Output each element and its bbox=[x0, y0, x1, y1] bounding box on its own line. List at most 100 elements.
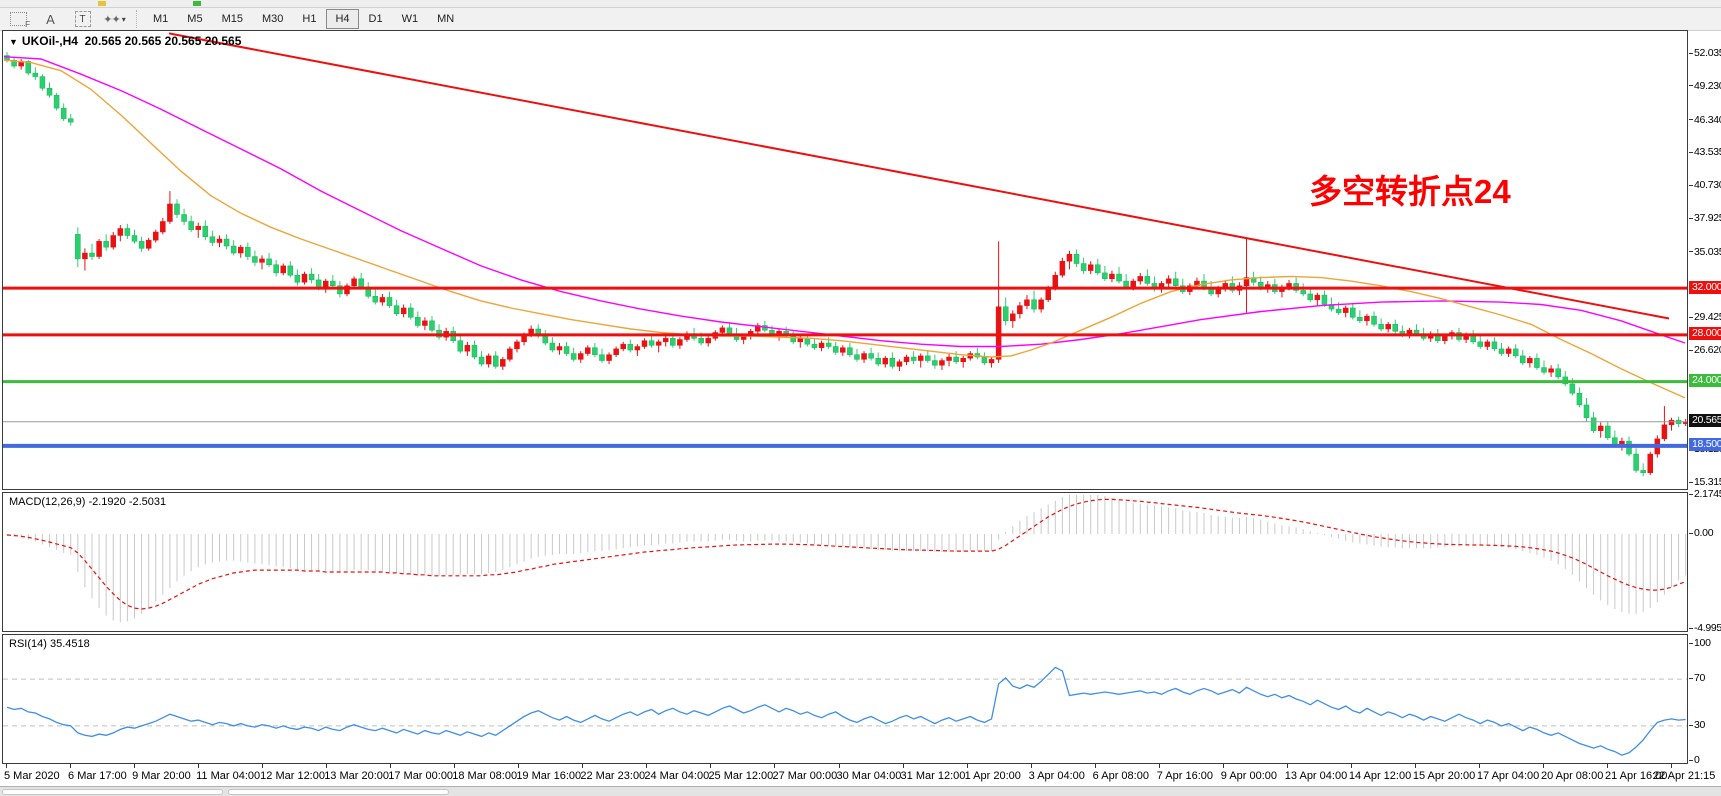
time-label: 3 Apr 04:00 bbox=[1028, 770, 1085, 782]
chevron-down-icon: ▾ bbox=[121, 14, 126, 24]
time-label: 9 Mar 20:00 bbox=[132, 770, 191, 782]
time-tick bbox=[262, 764, 264, 768]
rsi-panel[interactable]: RSI(14) 35.4518 bbox=[2, 634, 1688, 764]
chart-dropdown-icon[interactable]: ▼ bbox=[9, 37, 18, 47]
timeframe-button-H4[interactable]: H4 bbox=[326, 9, 359, 29]
toolbar: F A T ✦✦ ▾ M1 M5 M15 M30 H1 H4 D1 W1 MN bbox=[0, 8, 1721, 31]
time-tick bbox=[838, 764, 840, 768]
price-tick: 37.925 bbox=[1689, 212, 1721, 224]
price-axis[interactable]: 52.035 49.230 46.340 43.535 40.730 37.925 35.0… bbox=[1689, 30, 1721, 786]
time-label: 18 Mar 08:00 bbox=[452, 770, 518, 782]
rsi-tick: 30 bbox=[1689, 719, 1705, 731]
time-label: 25 Mar 12:00 bbox=[708, 770, 774, 782]
time-label: 13 Mar 20:00 bbox=[324, 770, 390, 782]
toolbar-fragment-icon bbox=[193, 1, 201, 6]
time-tick bbox=[1542, 764, 1544, 768]
tool-chart-grid[interactable]: F bbox=[5, 10, 32, 29]
timeframe-button-M30[interactable]: M30 bbox=[261, 13, 284, 25]
timeframe-bar: M1 M5 M15 M30 H1 H4 D1 W1 MN bbox=[144, 9, 464, 29]
time-label: 11 Mar 04:00 bbox=[196, 770, 261, 782]
price-plot[interactable] bbox=[3, 31, 1687, 489]
price-tick: 26.620 bbox=[1689, 344, 1721, 356]
macd-panel[interactable]: MACD(12,26,9) -2.1920 -2.5031 bbox=[2, 492, 1688, 632]
rsi-label: RSI(14) 35.4518 bbox=[9, 638, 90, 650]
price-chart-panel[interactable]: ▼ UKOil-,H4 20.565 20.565 20.565 20.565 多… bbox=[2, 30, 1688, 490]
time-label: 24 Mar 04:00 bbox=[644, 770, 710, 782]
horizontal-scrollbar[interactable] bbox=[0, 786, 1721, 796]
time-tick bbox=[1030, 764, 1032, 768]
price-tick: 35.035 bbox=[1689, 246, 1721, 258]
time-label: 27 Mar 00:00 bbox=[772, 770, 838, 782]
price-tick: 52.035 bbox=[1689, 47, 1721, 59]
timeframe-button-H1[interactable]: H1 bbox=[302, 13, 317, 25]
chart-title: ▼ UKOil-,H4 20.565 20.565 20.565 20.565 bbox=[9, 34, 242, 48]
price-badge-32.000: 32.000 bbox=[1689, 280, 1721, 294]
scrollbar-thumb[interactable] bbox=[228, 789, 449, 795]
time-tick bbox=[1350, 764, 1352, 768]
trendline[interactable] bbox=[168, 32, 1670, 320]
time-tick bbox=[1222, 764, 1224, 768]
time-tick bbox=[518, 764, 520, 768]
macd-tick: 0.00 bbox=[1689, 527, 1714, 539]
time-label: 17 Mar 00:00 bbox=[388, 770, 454, 782]
time-tick bbox=[1094, 764, 1096, 768]
price-tick: 29.425 bbox=[1689, 311, 1721, 323]
timeframe-button-W1[interactable]: W1 bbox=[401, 13, 419, 25]
time-label: 22 Apr 21:15 bbox=[1653, 770, 1716, 782]
tool-text-label[interactable]: A bbox=[37, 10, 64, 29]
text-box-icon: T bbox=[74, 11, 91, 27]
time-tick bbox=[70, 764, 72, 768]
macd-plot[interactable] bbox=[3, 493, 1687, 631]
price-tick: 46.340 bbox=[1689, 114, 1721, 126]
time-label: 6 Mar 17:00 bbox=[68, 770, 127, 782]
time-tick bbox=[582, 764, 584, 768]
time-label: 19 Mar 16:00 bbox=[516, 770, 582, 782]
scrollbar-thumb[interactable] bbox=[2, 789, 223, 795]
price-tick: 49.230 bbox=[1689, 80, 1721, 92]
time-tick bbox=[774, 764, 776, 768]
timeframe-button-D1[interactable]: D1 bbox=[368, 13, 383, 25]
time-tick bbox=[710, 764, 712, 768]
rsi-tick: 70 bbox=[1689, 672, 1705, 684]
time-tick bbox=[902, 764, 904, 768]
time-tick bbox=[6, 764, 7, 768]
time-label: 22 Mar 23:00 bbox=[580, 770, 646, 782]
timeframe-button-M5[interactable]: M5 bbox=[187, 13, 203, 25]
timeframe-button-M15[interactable]: M15 bbox=[221, 13, 243, 25]
time-label: 30 Mar 04:00 bbox=[836, 770, 902, 782]
time-tick bbox=[1414, 764, 1416, 768]
price-badge-28.000: 28.000 bbox=[1689, 327, 1721, 341]
rsi-tick: 100 bbox=[1689, 637, 1711, 649]
shapes-icon: ✦✦ bbox=[103, 13, 120, 26]
time-tick bbox=[454, 764, 456, 768]
time-label: 9 Apr 00:00 bbox=[1220, 770, 1278, 782]
macd-histogram bbox=[6, 495, 1687, 623]
macd-tick: -4.9955 bbox=[1689, 622, 1721, 634]
time-label: 15 Apr 20:00 bbox=[1412, 770, 1476, 782]
time-tick bbox=[390, 764, 392, 768]
time-label: 20 Apr 08:00 bbox=[1540, 770, 1604, 782]
macd-signal-line bbox=[6, 498, 1686, 610]
tool-text-box-tool[interactable]: T bbox=[69, 10, 96, 29]
annotation-text[interactable]: 多空转折点24 bbox=[1309, 173, 1511, 210]
tool-drawing-tools[interactable]: ✦✦ ▾ bbox=[101, 10, 128, 29]
time-tick bbox=[1671, 764, 1673, 768]
timeframe-button-M1[interactable]: M1 bbox=[153, 13, 169, 25]
ma-slow-line bbox=[3, 56, 1686, 348]
time-axis[interactable]: 5 Mar 2020 6 Mar 17:00 9 Mar 20:00 11 Mar 0… bbox=[0, 764, 1721, 786]
time-tick bbox=[1158, 764, 1160, 768]
timeframe-button-MN[interactable]: MN bbox=[437, 13, 455, 25]
grid-icon: F bbox=[10, 12, 30, 29]
time-label: 14 Apr 12:00 bbox=[1348, 770, 1412, 782]
rsi-plot[interactable] bbox=[3, 635, 1687, 763]
price-badge-18.500: 18.500 bbox=[1689, 438, 1721, 452]
price-badge-24.000: 24.000 bbox=[1689, 374, 1721, 388]
time-tick bbox=[646, 764, 648, 768]
time-label: 21 Apr 16:00 bbox=[1605, 770, 1668, 782]
time-label: 6 Apr 08:00 bbox=[1092, 770, 1149, 782]
time-label: 31 Mar 12:00 bbox=[900, 770, 966, 782]
time-tick bbox=[198, 764, 200, 768]
time-tick bbox=[326, 764, 328, 768]
time-tick bbox=[1286, 764, 1288, 768]
candles bbox=[4, 52, 1687, 477]
